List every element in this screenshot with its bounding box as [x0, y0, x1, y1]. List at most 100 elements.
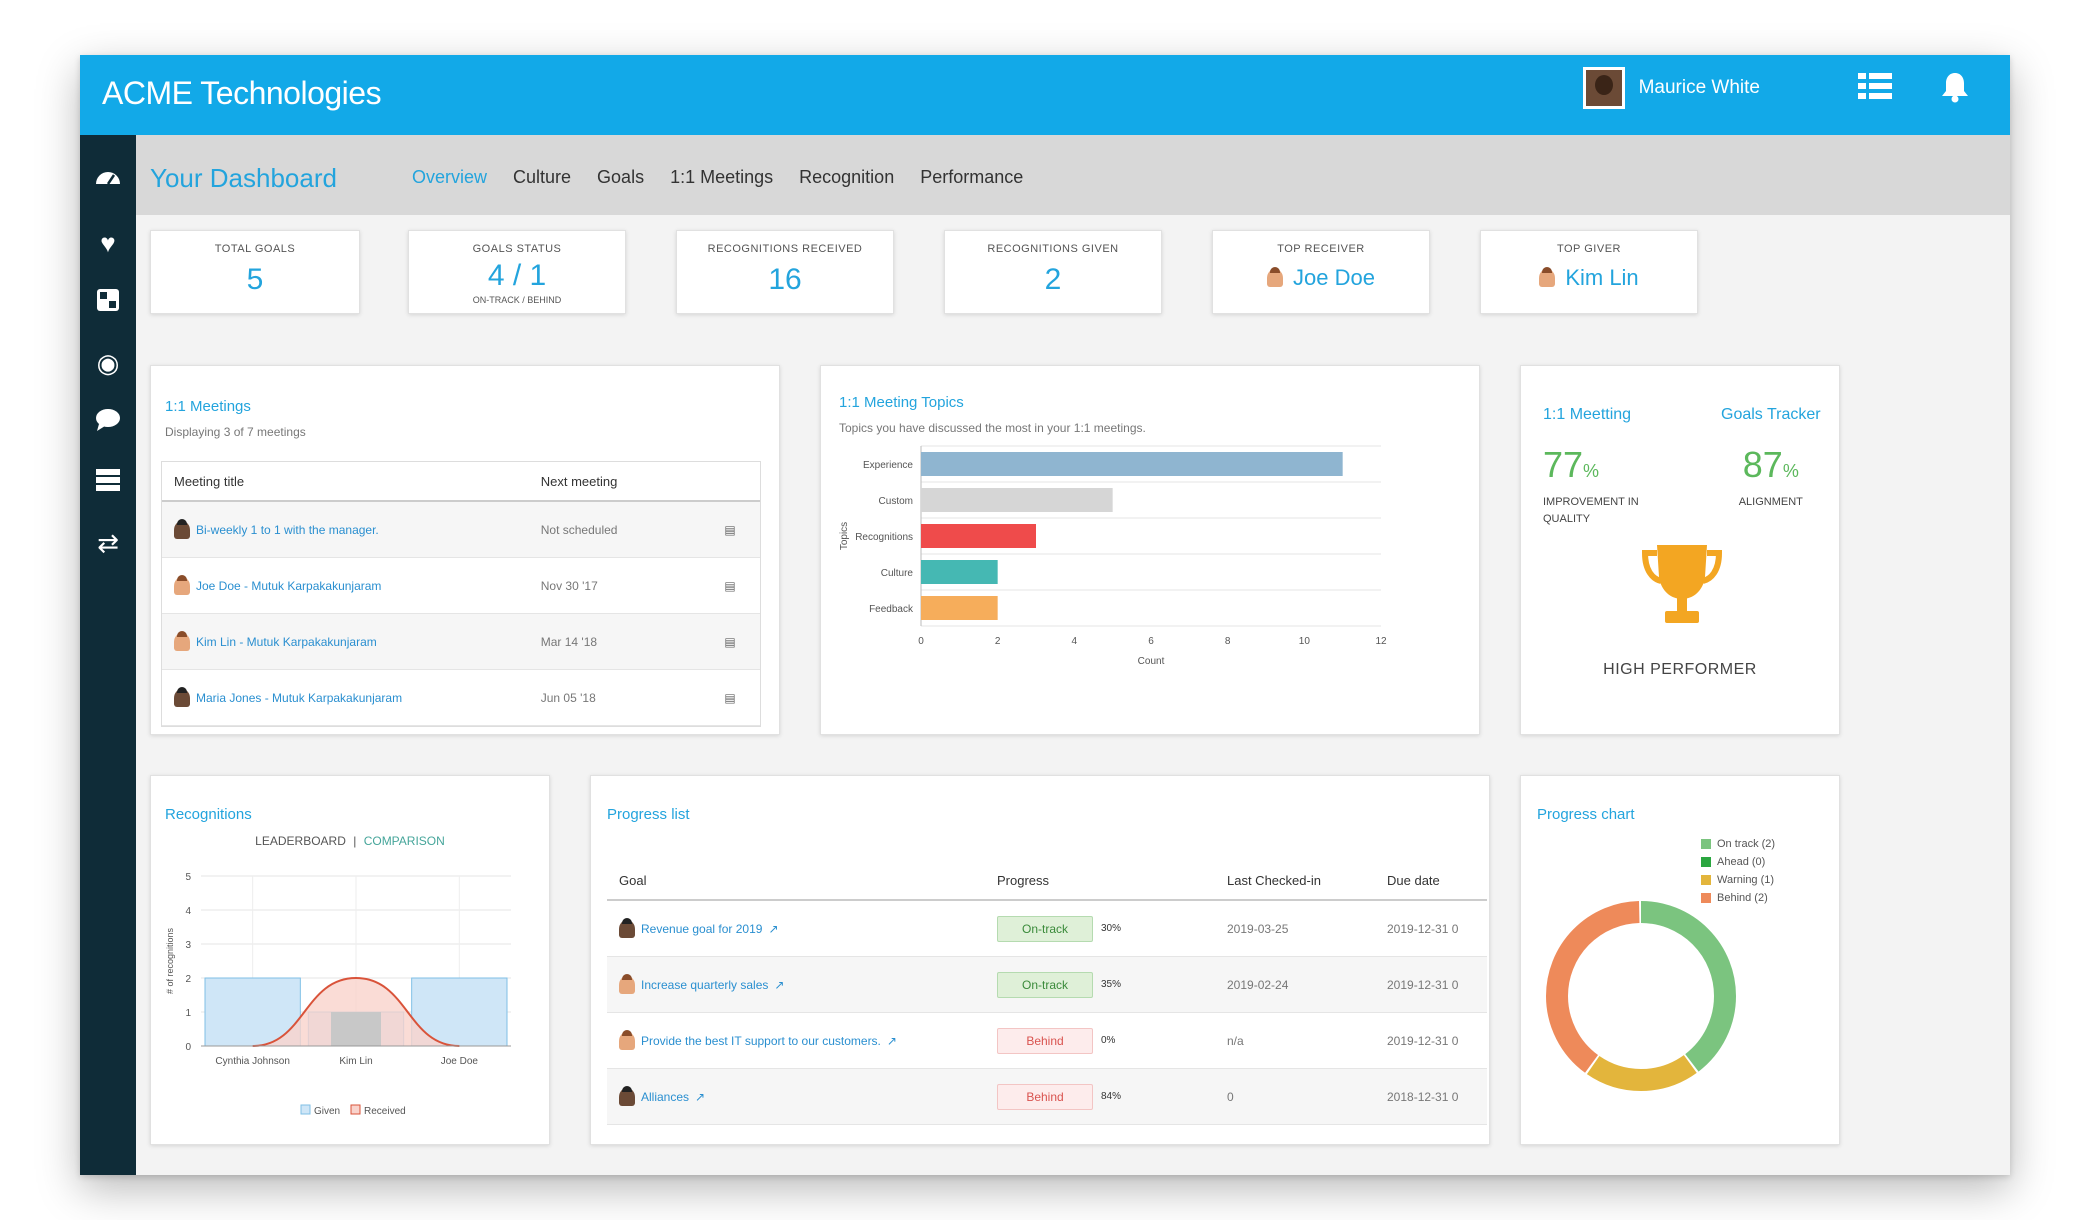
chart-icon[interactable]: ▤: [724, 578, 736, 593]
tab-culture[interactable]: Culture: [513, 167, 572, 187]
pie-slice[interactable]: [1546, 901, 1736, 1091]
stat-value: 16: [768, 263, 802, 296]
column-header: Last Checked-in: [1227, 872, 1321, 888]
pie-slice[interactable]: [1546, 901, 1736, 1091]
table-row[interactable]: Alliances ↗ Behind 84% 0 2018-12-31 0: [607, 1069, 1487, 1125]
transfer-icon[interactable]: ⇄: [97, 528, 119, 558]
goal-link[interactable]: Provide the best IT support to our custo…: [641, 1033, 881, 1048]
progress-list-card: Progress list Goal Progress Last Checked…: [590, 775, 1490, 1145]
top-giver[interactable]: Kim Lin: [1481, 265, 1697, 291]
external-link-icon[interactable]: ↗: [774, 977, 785, 992]
bar[interactable]: [921, 596, 998, 620]
heart-icon[interactable]: ♥: [100, 228, 116, 258]
bar[interactable]: [921, 524, 1036, 548]
progress-table: Goal Progress Last Checked-in Due date R…: [607, 861, 1487, 1125]
target-icon[interactable]: ◉: [96, 348, 120, 378]
tab-recognition[interactable]: Recognition: [799, 167, 895, 187]
chart-icon[interactable]: ▤: [724, 634, 736, 649]
table-row[interactable]: Provide the best IT support to our custo…: [607, 1013, 1487, 1069]
tick-label: Experience: [863, 460, 913, 471]
comparison-tab[interactable]: COMPARISON: [363, 834, 445, 848]
list-icon[interactable]: [1858, 71, 1892, 106]
legend-item[interactable]: Behind (2): [1701, 892, 1775, 904]
progress-chart-card: Progress chart On track (2) Ahead (0) Warn…: [1520, 775, 1840, 1145]
table-row[interactable]: Joe Doe - Mutuk Karpakakunjaram Nov 30 '…: [162, 558, 760, 614]
goal-link[interactable]: Increase quarterly sales: [641, 977, 769, 992]
improvement-value: 77: [1543, 444, 1584, 485]
progress-percent: 0%: [1101, 1035, 1116, 1046]
meeting-title[interactable]: Kim Lin - Mutuk Karpakakunjaram: [196, 634, 377, 649]
table-row[interactable]: Revenue goal for 2019 ↗ On-track 30% 2019-…: [607, 901, 1487, 957]
legend-swatch: [350, 1104, 361, 1115]
server-icon[interactable]: [80, 453, 136, 513]
table-row[interactable]: Increase quarterly sales ↗ On-track 35% 20…: [607, 957, 1487, 1013]
user-menu[interactable]: Maurice White: [1582, 67, 1760, 109]
leaderboard-tab[interactable]: LEADERBOARD: [255, 834, 346, 848]
progress-percent: 35%: [1101, 979, 1122, 990]
trophy-icon: [1641, 545, 1723, 623]
legend-swatch: [1701, 839, 1711, 849]
tick-label: 2: [995, 636, 1001, 647]
axis-label: Count: [1138, 656, 1165, 667]
tick-label: 4: [185, 906, 191, 917]
progress-donut-chart: [1546, 901, 1736, 1091]
tick-label: Culture: [881, 568, 914, 579]
bar[interactable]: [921, 488, 1113, 512]
legend-label: Behind (2): [1717, 892, 1768, 904]
status-badge: Behind: [997, 1027, 1093, 1054]
axis-label: # of recognitions: [165, 927, 175, 994]
dashboard-grid-icon[interactable]: [80, 273, 136, 333]
due-date: 2019-12-31 0: [1387, 1033, 1459, 1048]
goals-alignment: Goals Tracker 87% Alignment: [1721, 406, 1821, 511]
table-row[interactable]: Kim Lin - Mutuk Karpakakunjaram Mar 14 '…: [162, 614, 760, 670]
bell-icon[interactable]: [1940, 71, 1970, 108]
goal-link[interactable]: Alliances: [641, 1089, 690, 1104]
tab-goals[interactable]: Goals: [597, 167, 645, 187]
external-link-icon[interactable]: ↗: [768, 921, 779, 936]
tick-label: Kim Lin: [339, 1056, 372, 1067]
received-line[interactable]: [252, 976, 460, 1047]
tick-label: 10: [1299, 636, 1311, 647]
meeting-title[interactable]: Bi-weekly 1 to 1 with the manager.: [196, 522, 379, 537]
pie-slice[interactable]: [1546, 901, 1736, 1091]
stat-total-goals: Total goals 5: [150, 230, 360, 314]
chat-icon[interactable]: [80, 393, 136, 453]
tick-label: 4: [1072, 636, 1078, 647]
tab-meetings[interactable]: 1:1 Meetings: [670, 167, 774, 187]
tab-performance[interactable]: Performance: [920, 167, 1024, 187]
table-header: Meeting title Next meeting: [162, 462, 760, 502]
legend-label: Warning (1): [1717, 874, 1775, 886]
table-row[interactable]: Bi-weekly 1 to 1 with the manager. Not s…: [162, 502, 760, 558]
progress-percent: 30%: [1101, 923, 1122, 934]
legend-item[interactable]: On track (2): [1701, 838, 1775, 850]
bar[interactable]: [921, 452, 1343, 476]
legend-label: Given: [314, 1106, 340, 1117]
legend-item[interactable]: Ahead (0): [1701, 856, 1775, 868]
tab-overview[interactable]: Overview: [412, 167, 488, 187]
table-row[interactable]: Maria Jones - Mutuk Karpakakunjaram Jun …: [162, 670, 760, 726]
dashboard-icon[interactable]: [80, 153, 136, 213]
goal-link[interactable]: Revenue goal for 2019: [641, 921, 763, 936]
chart-icon[interactable]: ▤: [724, 690, 736, 705]
meeting-improvement: 1:1 Meetting 77% Improvement in quality: [1543, 406, 1673, 527]
meeting-title[interactable]: Joe Doe - Mutuk Karpakakunjaram: [196, 578, 382, 593]
dashboard-window: ACME Technologies Maurice White ♥ ◉ ⇄ Y: [80, 55, 2010, 1175]
external-link-icon[interactable]: ↗: [886, 1033, 897, 1048]
tab-bar: Overview Culture Goals 1:1 Meetings Reco…: [412, 167, 1023, 188]
bar[interactable]: [921, 560, 998, 584]
last-checked: n/a: [1227, 1033, 1244, 1048]
received-bar[interactable]: [331, 1012, 381, 1046]
table-body: Bi-weekly 1 to 1 with the manager. Not s…: [162, 502, 760, 726]
stat-value: 5: [246, 263, 264, 296]
top-receiver[interactable]: Joe Doe: [1213, 265, 1429, 291]
external-link-icon[interactable]: ↗: [695, 1089, 706, 1104]
last-checked: 0: [1227, 1089, 1234, 1104]
chart-icon[interactable]: ▤: [724, 522, 736, 537]
topics-title: 1:1 Meeting Topics: [839, 394, 964, 411]
progress-chart-title: Progress chart: [1537, 806, 1635, 823]
legend-item[interactable]: Warning (1): [1701, 874, 1775, 886]
meetings-card: 1:1 Meetings Displaying 3 of 7 meetings …: [150, 365, 780, 735]
meeting-improvement-title: 1:1 Meetting: [1543, 406, 1632, 423]
meeting-title[interactable]: Maria Jones - Mutuk Karpakakunjaram: [196, 690, 403, 705]
stat-label: Goals status: [472, 243, 562, 255]
